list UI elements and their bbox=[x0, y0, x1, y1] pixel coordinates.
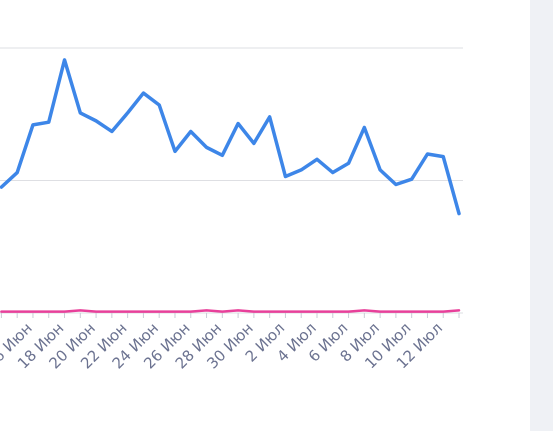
data-line bbox=[0, 309, 461, 313]
plot-panel bbox=[0, 0, 530, 431]
data-line bbox=[0, 58, 461, 216]
side-panel bbox=[530, 0, 553, 431]
